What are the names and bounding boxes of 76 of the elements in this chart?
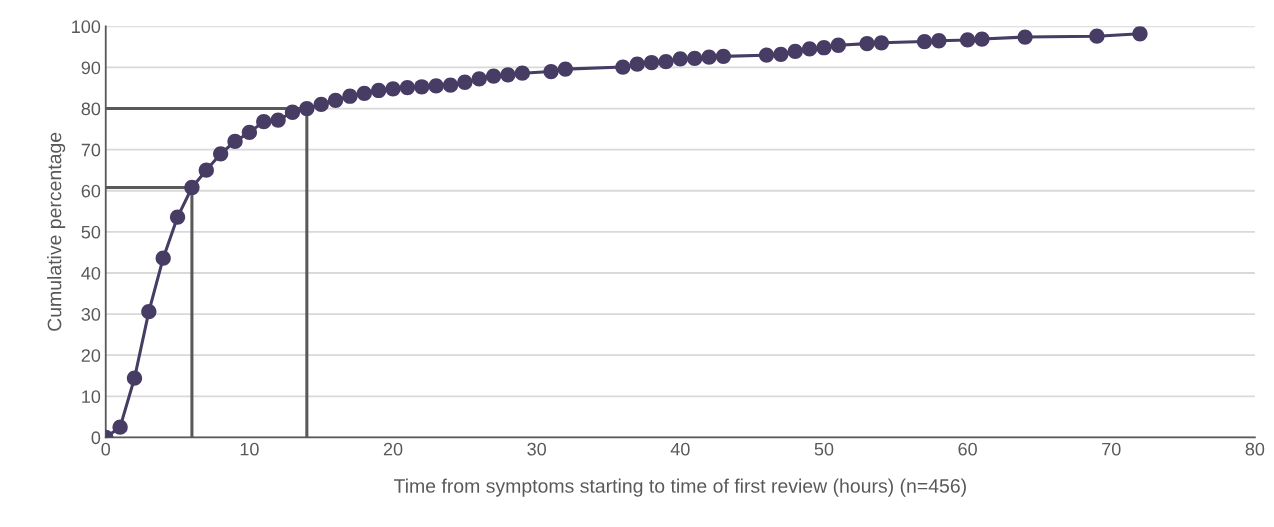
point [155,250,171,266]
point [241,124,258,141]
point [327,92,344,108]
x-tick-label: 0 [101,442,111,456]
x-tick-label: 20 [383,442,403,456]
x-tick-label: 50 [814,442,834,456]
point [414,79,430,95]
point [701,49,717,65]
y-tick-label: 20 [81,349,101,362]
y-tick-label: 60 [81,184,101,198]
point [198,162,214,178]
point [213,146,229,162]
point [687,50,703,67]
y-tick-label: 50 [81,225,101,239]
x-tick-label: 60 [958,442,977,456]
y-tick-label: 10 [82,390,101,404]
point [313,96,329,113]
x-axis-title: Time from symptoms starting to time of first review (hours) (n=456) [393,478,966,497]
point [485,68,502,84]
x-tick-label: 10 [240,442,259,456]
x-tick-label: 70 [1102,442,1121,456]
point [112,419,128,435]
point [629,56,645,72]
point [141,303,157,320]
point [1132,26,1148,42]
point [500,67,516,83]
point [471,71,487,87]
point [543,63,559,80]
point [643,54,660,71]
point [356,85,372,101]
point [256,114,272,130]
point [715,48,732,64]
point [371,82,387,99]
y-tick-label: 0 [91,431,101,445]
y-tick-label: 100 [72,20,101,34]
point [299,100,315,117]
point [787,43,803,60]
point [385,81,401,97]
point [830,37,846,53]
point [773,46,789,62]
point [169,209,186,225]
point [184,179,200,196]
point [284,104,301,120]
x-tick-label: 40 [670,442,690,456]
y-tick-label: 30 [81,308,101,321]
point [873,35,890,51]
point [658,54,674,70]
point [399,79,416,96]
point [514,65,530,81]
y-tick-label: 80 [81,102,101,116]
y-tick-label: 70 [81,143,101,157]
point [916,33,933,50]
point [859,35,875,52]
point [428,78,444,94]
point [974,31,990,47]
point [801,41,818,57]
x-tick-label: 30 [527,442,547,456]
y-tick-label: 90 [81,61,101,75]
point [1017,29,1033,45]
point [959,32,976,48]
point [270,112,286,128]
point [615,59,631,75]
point [1089,28,1105,44]
point [442,77,459,93]
point [816,40,832,56]
point [126,370,143,386]
y-axis-title: Cumulative percentage [47,132,66,331]
point [672,51,688,67]
point [227,133,243,150]
y-tick-label: 40 [81,266,101,280]
point [342,88,358,104]
point [758,47,775,63]
x-tick-label: 80 [1245,442,1265,456]
point [457,74,473,90]
point [931,33,947,49]
point [557,61,574,77]
